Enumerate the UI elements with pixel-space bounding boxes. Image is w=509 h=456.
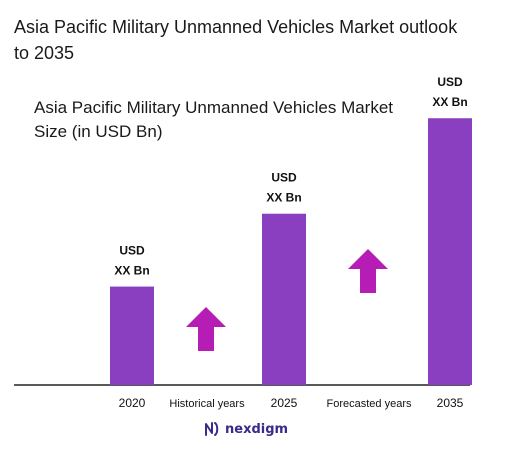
data-label-2020-line-2: XX Bn [114,264,149,278]
x-tick-label-2035: 2035 [437,396,464,410]
data-label-2020-line-1: USD [119,244,145,258]
brand-name: nexdigm [225,421,289,437]
chart-title: Asia Pacific Military Unmanned Vehicles … [34,98,394,141]
data-label-2025-line-1: USD [271,171,297,185]
brand-footer: nexdigm [203,418,288,440]
bar-2025 [262,213,306,385]
data-label-2025-line-2: XX Bn [266,191,301,205]
bar-2020 [110,286,154,385]
up-arrow-icon-1 [186,307,226,351]
data-label-2035-line-1: USD [437,75,463,89]
bar-2035 [428,118,472,385]
period-label-1: Historical years [169,398,245,410]
data-label-2035-line-2: XX Bn [432,95,467,109]
x-tick-label-2025: 2025 [271,396,298,410]
report-title: Asia Pacific Military Unmanned Vehicles … [14,17,458,63]
period-label-2: Forecasted years [327,398,412,410]
nexdigm-logo-icon [205,422,219,436]
up-arrow-icon-2 [348,249,388,293]
x-tick-label-2020: 2020 [119,396,146,410]
